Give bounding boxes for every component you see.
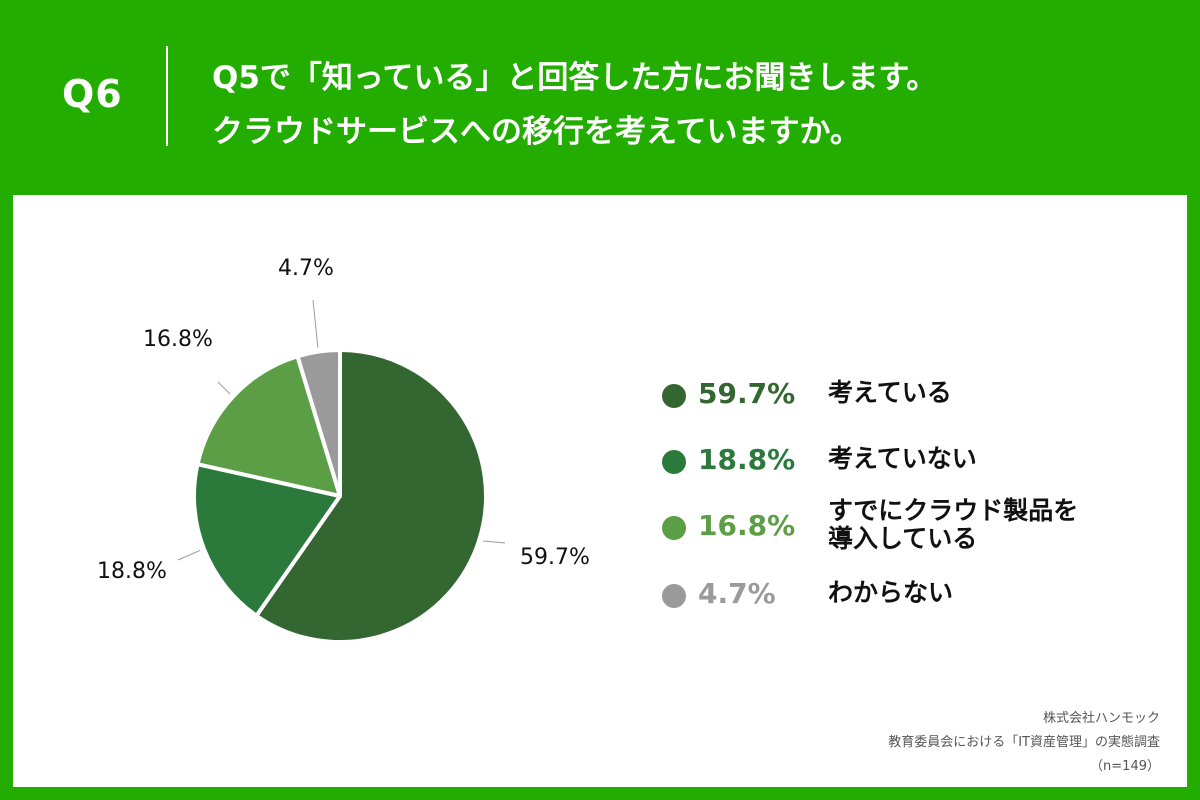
data-label-1: 59.7% [520,545,590,570]
legend-label-line: 導入している [828,524,978,553]
legend-item-1: 59.7% 考えている [660,375,1180,415]
legend-item-2: 18.8% 考えていない [660,441,1180,481]
legend-swatch [662,450,686,474]
legend-label: すでにクラウド製品を 導入している [828,497,1168,553]
legend-value: 18.8% [698,443,796,476]
pie-slice-4 [295,348,342,498]
legend-label: わからない [828,579,1168,607]
legend-label-line: 考えていない [828,444,977,473]
legend-label: 考えていない [828,445,1168,473]
data-label-4: 4.7% [278,256,334,281]
source-survey: 教育委員会における「IT資産管理」の実態調査 [888,735,1160,750]
source-sample-size: （n=149） [1090,759,1160,774]
leader-line-1 [483,540,506,544]
question-title-line-2: クラウドサービスへの移行を考えていますか。 [212,114,861,150]
question-number: Q6 [62,72,123,116]
pie-slice-3 [195,354,342,498]
source-company: 株式会社ハンモック [1042,711,1160,726]
question-header: Q6 Q5で「知っている」と回答した方にお聞きします。 クラウドサービスへの移行… [0,0,1200,195]
leader-line-3 [217,381,231,395]
pie-slice-1 [254,348,488,644]
legend-label-line: 考えている [828,378,952,407]
legend-label: 考えている [828,379,1168,407]
data-label-2: 18.8% [97,559,167,584]
legend-swatch [662,516,686,540]
legend-label-line: すでにクラウド製品を [828,496,1079,525]
legend-item-3: 16.8% すでにクラウド製品を 導入している [660,497,1180,553]
legend-label-line: わからない [828,578,954,607]
legend-value: 16.8% [698,509,796,542]
pie-slice-2 [192,462,342,618]
leader-line-2 [177,549,201,561]
legend-value: 4.7% [698,577,776,610]
legend-value: 59.7% [698,377,796,410]
legend-item-4: 4.7% わからない [660,575,1180,615]
question-title-line-1: Q5で「知っている」と回答した方にお聞きします。 [212,60,938,96]
header-divider [166,46,168,146]
legend-swatch [662,384,686,408]
leader-line-4 [312,299,319,348]
legend-swatch [662,584,686,608]
source-note: 株式会社ハンモック 教育委員会における「IT資産管理」の実態調査 （n=149） [888,707,1160,779]
data-label-3: 16.8% [143,327,213,352]
